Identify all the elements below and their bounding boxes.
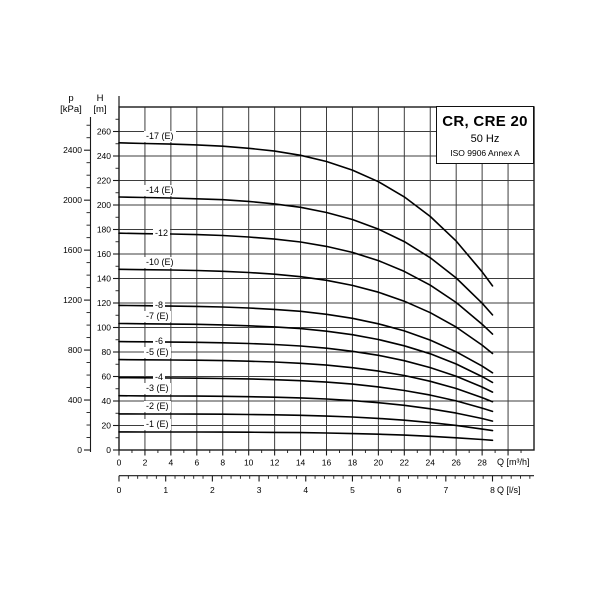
pump-model-title: CR, CRE 20 [442, 113, 528, 130]
flow-m3h-unit-label: Q [m³/h] [497, 457, 530, 467]
flow-m3h-tick-label: 28 [477, 458, 487, 468]
flow-ls-tick-label: 5 [350, 485, 355, 495]
flow-m3h-tick-label: 16 [322, 458, 332, 468]
flow-ls-unit-label: Q [l/s] [497, 485, 521, 495]
pressure-axis-tick-label: 2400 [63, 145, 82, 155]
pump-curve-1E [118, 431, 494, 442]
curve-label: -10 (E) [144, 256, 176, 268]
flow-m3h-tick-label: 12 [270, 458, 280, 468]
curve-label: -4 [153, 371, 166, 383]
curve-label: -8 [153, 299, 166, 311]
head-axis-tick-label: 80 [102, 347, 112, 357]
flow-m3h-tick-label: 24 [426, 458, 436, 468]
pump-curve-2E [118, 413, 494, 432]
flow-m3h-tick-label: 8 [220, 458, 225, 468]
frequency-label: 50 Hz [470, 133, 500, 145]
flow-ls-tick-label: 8 [490, 485, 495, 495]
pump-curve-10E [118, 268, 494, 355]
flow-m3h-tick-label: 20 [374, 458, 384, 468]
pressure-axis-tick-label: 1200 [63, 295, 82, 305]
head-axis-tick-label: 20 [102, 421, 112, 431]
pump-curve-4 [118, 376, 494, 413]
flow-ls-tick-label: 3 [257, 485, 262, 495]
curve-label: -2 (E) [144, 400, 171, 412]
flow-ls-tick-label: 0 [117, 485, 122, 495]
flow-ls-tick-label: 2 [210, 485, 215, 495]
curve-label: -1 (E) [144, 418, 171, 430]
flow-ls-tick-label: 4 [303, 485, 308, 495]
pump-curve-6 [118, 340, 494, 393]
curve-label: -3 (E) [144, 382, 171, 394]
head-axis-tick-label: 0 [106, 445, 111, 455]
head-axis-tick-label: 140 [97, 274, 111, 284]
head-axis-unit: [m] [93, 104, 107, 115]
pressure-axis-tick-label: 1600 [63, 245, 82, 255]
head-axis-symbol: H [96, 93, 104, 104]
head-axis-tick-label: 180 [97, 225, 111, 235]
pressure-axis-tick-label: 800 [68, 345, 82, 355]
pump-curve-8 [118, 304, 494, 374]
flow-m3h-tick-label: 26 [451, 458, 461, 468]
head-axis-tick-label: 120 [97, 298, 111, 308]
head-axis-tick-label: 260 [97, 127, 111, 137]
flow-m3h-tick-label: 10 [244, 458, 254, 468]
pressure-axis-tick-label: 0 [77, 445, 82, 455]
curve-label: -12 [153, 227, 171, 239]
chart-title-box: CR, CRE 20 50 Hz ISO 9906 Annex A [436, 106, 534, 164]
flow-m3h-tick-label: 4 [169, 458, 174, 468]
flow-ls-tick-label: 1 [163, 485, 168, 495]
curve-label: -7 (E) [144, 310, 171, 322]
pressure-axis-tick-label: 2000 [63, 195, 82, 205]
flow-m3h-axis: 0 2 4 6 8 10 12 14 16 18 20 22 24 26 28 [117, 450, 522, 468]
flow-m3h-tick-label: 2 [143, 458, 148, 468]
head-axis-tick-label: 240 [97, 151, 111, 161]
pump-curve-5E [118, 358, 494, 403]
flow-m3h-tick-label: 22 [400, 458, 410, 468]
pump-curve-12 [118, 232, 494, 335]
pump-curve-14E [118, 196, 494, 316]
pump-curve-17E [118, 142, 494, 287]
flow-m3h-tick-label: 6 [194, 458, 199, 468]
curve-label: -17 (E) [144, 130, 176, 142]
head-axis-tick-label: 160 [97, 249, 111, 259]
pump-curve-3E [118, 394, 494, 422]
flow-m3h-tick-label: 14 [296, 458, 306, 468]
pressure-axis-tick-label: 400 [68, 395, 82, 405]
standard-label: ISO 9906 Annex A [450, 148, 520, 158]
head-axis-tick-label: 60 [102, 372, 112, 382]
flow-ls-tick-label: 6 [397, 485, 402, 495]
curve-label: -6 [153, 335, 166, 347]
curve-label: -5 (E) [144, 346, 171, 358]
curve-label: -14 (E) [144, 184, 176, 196]
head-axis-tick-label: 200 [97, 200, 111, 210]
flow-ls-axis: 0 1 2 3 4 5 6 7 8 [117, 475, 534, 495]
head-axis-tick-label: 100 [97, 323, 111, 333]
flow-m3h-tick-label: 18 [348, 458, 358, 468]
pressure-axis-unit: [kPa] [60, 104, 82, 115]
head-axis: 0 20 40 60 80 100 120 140 160 180 200 220 240 260 [97, 96, 120, 455]
flow-m3h-tick-label: 0 [117, 458, 122, 468]
pump-curves [118, 142, 494, 442]
head-axis-tick-label: 40 [102, 396, 112, 406]
pump-curve-7E [118, 322, 494, 384]
pressure-axis: 0 400 800 1200 1600 2000 2400 [63, 117, 92, 455]
flow-ls-tick-label: 7 [443, 485, 448, 495]
pressure-axis-symbol: p [68, 93, 74, 104]
head-axis-tick-label: 220 [97, 176, 111, 186]
